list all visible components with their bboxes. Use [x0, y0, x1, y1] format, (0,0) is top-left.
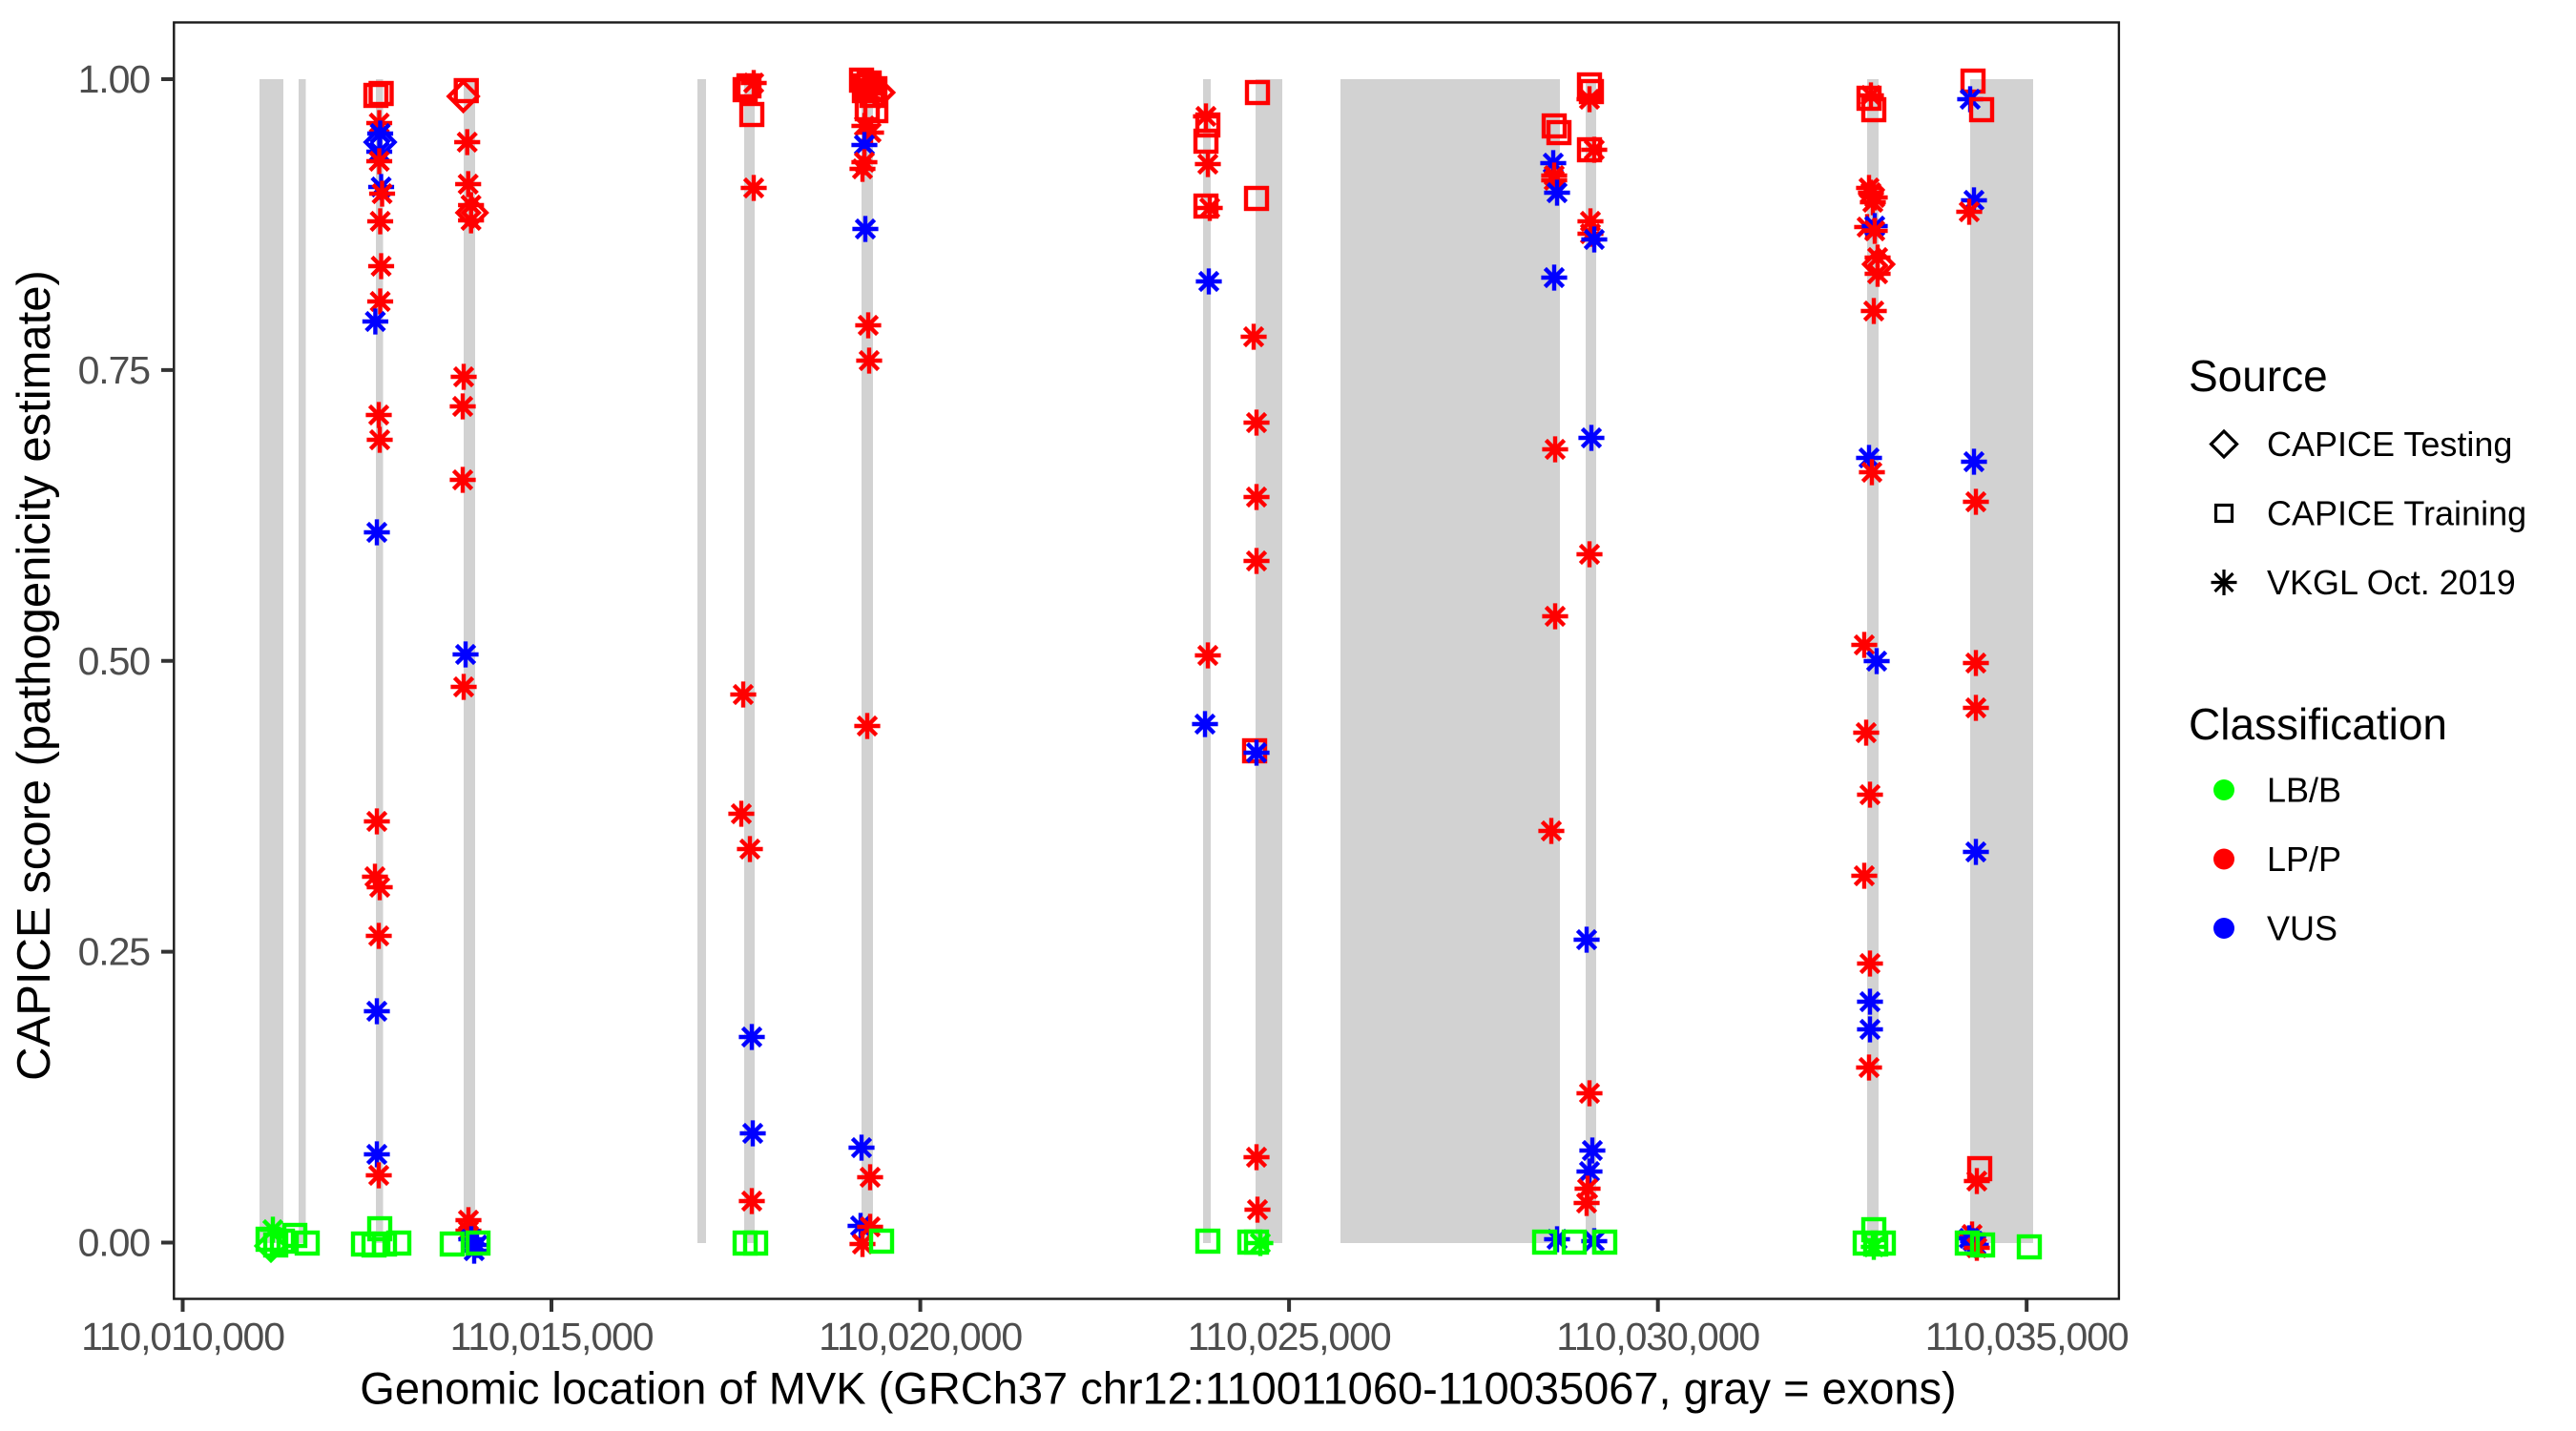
svg-text:110,025,000: 110,025,000	[1188, 1315, 1391, 1358]
svg-text:Classification: Classification	[2189, 699, 2447, 749]
svg-text:110,015,000: 110,015,000	[450, 1315, 654, 1358]
svg-text:0.25: 0.25	[78, 930, 151, 974]
svg-text:LP/P: LP/P	[2267, 840, 2341, 879]
svg-text:110,035,000: 110,035,000	[1925, 1315, 2129, 1358]
svg-text:110,010,000: 110,010,000	[81, 1315, 284, 1358]
svg-text:VKGL Oct. 2019: VKGL Oct. 2019	[2267, 563, 2516, 602]
svg-text:VUS: VUS	[2267, 909, 2337, 948]
svg-text:110,020,000: 110,020,000	[819, 1315, 1022, 1358]
svg-text:LB/B: LB/B	[2267, 771, 2341, 810]
svg-text:Genomic location of MVK (GRCh3: Genomic location of MVK (GRCh37 chr12:11…	[360, 1363, 1956, 1414]
svg-text:0.00: 0.00	[78, 1221, 151, 1265]
svg-text:Source: Source	[2189, 351, 2328, 401]
svg-text:1.00: 1.00	[78, 57, 151, 101]
svg-text:CAPICE Training: CAPICE Training	[2267, 494, 2526, 533]
svg-text:0.50: 0.50	[78, 639, 151, 683]
svg-text:CAPICE Testing: CAPICE Testing	[2267, 425, 2512, 464]
svg-text:CAPICE score (pathogenicity es: CAPICE score (pathogenicity estimate)	[9, 270, 60, 1081]
svg-text:0.75: 0.75	[78, 348, 151, 392]
svg-text:110,030,000: 110,030,000	[1556, 1315, 1759, 1358]
